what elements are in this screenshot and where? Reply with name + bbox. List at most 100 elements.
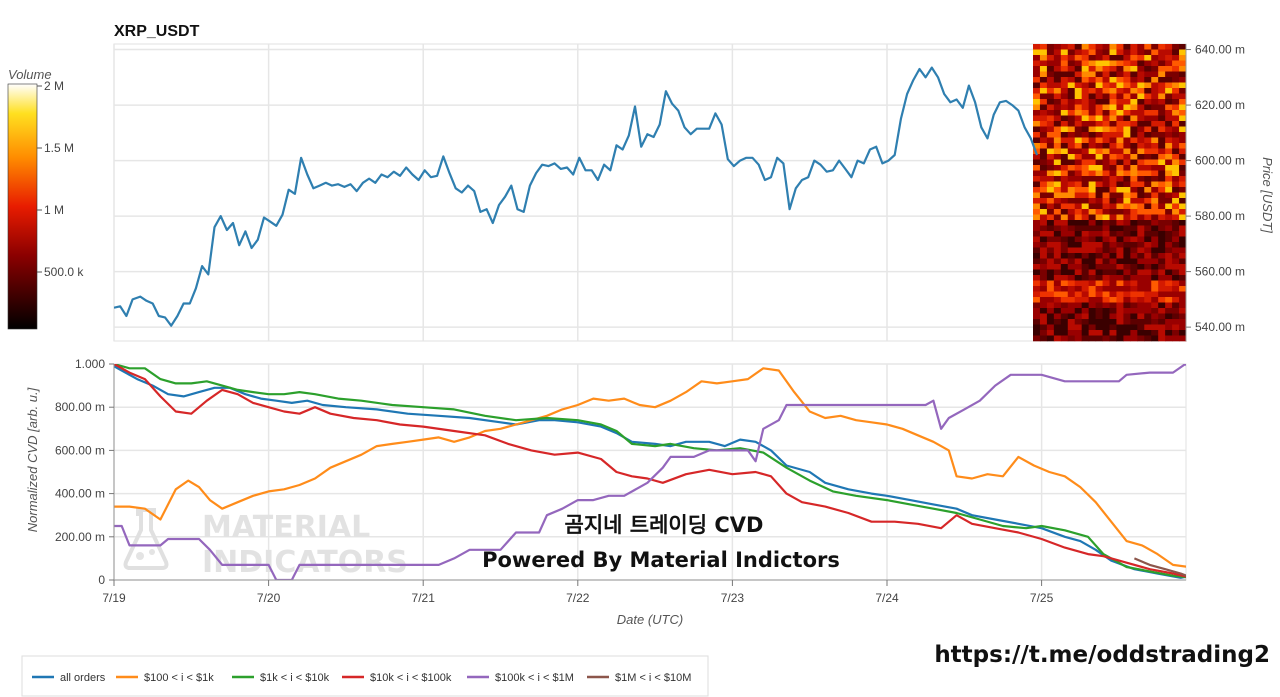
heatmap-cell: [1158, 143, 1166, 149]
heatmap-cell: [1074, 132, 1083, 138]
heatmap-cell: [1060, 132, 1069, 138]
cvd-tick-label: 200.00 m: [55, 530, 105, 544]
heatmap-cell: [1151, 93, 1159, 100]
heatmap-cell: [1033, 286, 1041, 292]
heatmap-cell: [1060, 66, 1069, 72]
heatmap-cell: [1081, 192, 1090, 199]
heatmap-cell: [1144, 187, 1152, 193]
date-tick-label: 7/21: [412, 591, 436, 605]
heatmap-cell: [1123, 236, 1131, 243]
heatmap-cell: [1039, 104, 1048, 111]
heatmap-cell: [1039, 335, 1048, 342]
heatmap-cell: [1130, 308, 1138, 314]
heatmap-cell: [1081, 93, 1090, 100]
heatmap-cell: [1165, 269, 1173, 276]
heatmap-cell: [1151, 302, 1159, 309]
heatmap-cell: [1123, 209, 1131, 215]
heatmap-cell: [1116, 66, 1124, 72]
heatmap-cell: [1158, 297, 1166, 303]
heatmap-cell: [1179, 275, 1187, 281]
cvd-axis: 0 200.00 m 400.00 m 600.00 m 800.00 m 1.000: [55, 357, 115, 587]
heatmap-cell: [1130, 71, 1138, 78]
legend-label: all orders: [60, 672, 106, 684]
heatmap-cell: [1165, 225, 1173, 232]
heatmap-cell: [1060, 55, 1069, 61]
heatmap-cell: [1102, 308, 1110, 314]
heatmap-cell: [1060, 115, 1069, 122]
heatmap-cell: [1074, 159, 1083, 166]
heatmap-cell: [1158, 324, 1166, 331]
heatmap-cell: [1033, 225, 1041, 232]
heatmap-cell: [1039, 110, 1048, 116]
heatmap-cell: [1067, 66, 1076, 72]
heatmap-cell: [1130, 137, 1138, 144]
heatmap-cell: [1179, 99, 1187, 105]
heatmap-cell: [1158, 44, 1166, 50]
heatmap-cell: [1137, 110, 1145, 116]
heatmap-cell: [1067, 324, 1076, 331]
heatmap-cell: [1165, 258, 1173, 265]
telegram-link[interactable]: https://t.me/oddstrading2: [934, 642, 1270, 668]
heatmap-cell: [1081, 330, 1090, 336]
heatmap-cell: [1033, 55, 1041, 61]
heatmap-cell: [1039, 236, 1048, 243]
heatmap-cell: [1088, 319, 1097, 325]
heatmap-cell: [1123, 132, 1131, 138]
heatmap-cell: [1144, 231, 1152, 237]
heatmap-cell: [1081, 176, 1090, 182]
heatmap-cell: [1179, 280, 1187, 287]
heatmap-cell: [1102, 132, 1110, 138]
heatmap-cell: [1053, 71, 1062, 78]
heatmap-cell: [1033, 335, 1041, 342]
heatmap-cell: [1102, 319, 1110, 325]
heatmap-cell: [1067, 165, 1076, 171]
heatmap-cell: [1179, 132, 1187, 138]
heatmap-cell: [1116, 148, 1124, 155]
heatmap-cell: [1102, 275, 1110, 281]
heatmap-cell: [1172, 253, 1180, 259]
heatmap-cell: [1137, 104, 1145, 111]
heatmap-cell: [1046, 143, 1055, 149]
heatmap-cell: [1123, 71, 1131, 78]
heatmap-cell: [1151, 236, 1159, 243]
heatmap-cell: [1067, 247, 1076, 254]
heatmap-cell: [1088, 253, 1097, 259]
heatmap-cell: [1046, 170, 1055, 177]
heatmap-cell: [1046, 49, 1055, 56]
heatmap-cell: [1033, 88, 1041, 94]
heatmap-cell: [1039, 192, 1048, 199]
heatmap-cell: [1144, 126, 1152, 133]
heatmap-cell: [1081, 275, 1090, 281]
heatmap-cell: [1102, 77, 1110, 83]
heatmap-cell: [1088, 176, 1097, 182]
heatmap-cell: [1123, 297, 1131, 303]
heatmap-cell: [1144, 132, 1152, 138]
heatmap-cell: [1179, 137, 1187, 144]
heatmap-cell: [1123, 93, 1131, 100]
heatmap-cell: [1046, 324, 1055, 331]
heatmap-cell: [1116, 159, 1124, 166]
heatmap-cell: [1067, 269, 1076, 276]
heatmap-cell: [1081, 165, 1090, 171]
heatmap-cell: [1081, 99, 1090, 105]
heatmap-cell: [1102, 258, 1110, 265]
heatmap-cell: [1033, 99, 1041, 105]
heatmap-cell: [1039, 280, 1048, 287]
heatmap-cell: [1033, 258, 1041, 265]
cvd-line-b10k_100k: [114, 364, 1186, 578]
heatmap-cell: [1158, 99, 1166, 105]
heatmap-cell: [1102, 203, 1110, 210]
cvd-series: [114, 364, 1186, 580]
heatmap-cell: [1060, 154, 1069, 160]
heatmap-cell: [1053, 159, 1062, 166]
heatmap-cell: [1053, 302, 1062, 309]
heatmap-cell: [1158, 176, 1166, 182]
heatmap-cell: [1088, 154, 1097, 160]
heatmap-cell: [1060, 220, 1069, 226]
heatmap-cell: [1102, 82, 1110, 89]
heatmap-cell: [1039, 181, 1048, 188]
heatmap-cell: [1116, 308, 1124, 314]
heatmap-cell: [1151, 214, 1159, 221]
heatmap-cell: [1172, 159, 1180, 166]
date-axis-title: Date (UTC): [617, 612, 683, 627]
